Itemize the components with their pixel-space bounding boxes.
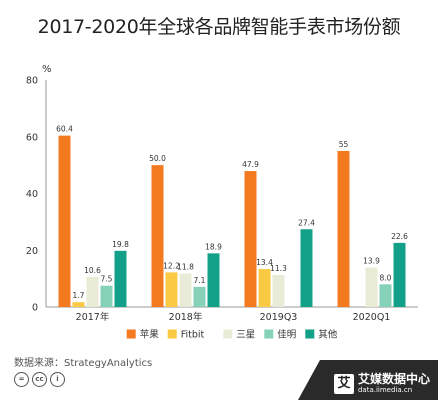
bar-value-label: 55 [339, 140, 349, 149]
license-icons: = cc i [14, 372, 65, 387]
brand-mark-icon: 艾 [333, 374, 354, 394]
y-axis-labels: 0 20 40 60 80 [26, 76, 38, 314]
bar-value-label: 13.4 [256, 258, 273, 267]
y-tick-label: 60 [26, 132, 38, 143]
y-tick-label: 80 [26, 76, 38, 87]
x-tick-label: 2020Q1 [353, 312, 391, 323]
legend: 苹果 Fitbit 三星 佳明 其他 [126, 329, 338, 341]
bar-value-label: 47.9 [242, 160, 259, 169]
bar-value-label: 60.4 [56, 125, 73, 134]
bar-value-label: 50.0 [149, 154, 166, 163]
y-tick-label: 20 [26, 246, 38, 257]
bar [244, 171, 257, 307]
x-tick-label: 2018年 [169, 311, 203, 323]
bar-value-label: 1.7 [73, 291, 85, 300]
y-tick-label: 40 [26, 189, 38, 200]
bar-value-label: 8.0 [380, 273, 392, 282]
bar [165, 272, 178, 307]
bar [193, 286, 206, 307]
bar-value-label: 7.5 [101, 275, 113, 284]
bar [337, 150, 350, 307]
bar [72, 302, 85, 307]
legend-label: 佳明 [277, 329, 296, 341]
value-labels: 60.4 1.7 10.67.5 19.8 50.0 12.211.87.1 18.9 47.… [56, 125, 408, 301]
legend-label: 三星 [236, 330, 255, 341]
cc-person-icon: i [50, 372, 65, 387]
bar [151, 165, 164, 307]
bar-value-label: 11.8 [177, 263, 194, 272]
bar [207, 253, 220, 307]
y-tick-label: 0 [32, 303, 38, 314]
bar [114, 250, 127, 307]
bar-value-label: 19.8 [112, 240, 129, 249]
bar-value-label: 18.9 [205, 242, 222, 251]
legend-swatch [305, 329, 315, 339]
y-axis-unit: % [42, 64, 52, 75]
bar-value-label: 22.6 [391, 232, 408, 241]
bar-value-label: 11.3 [270, 264, 287, 273]
chart-title: 2017-2020年全球各品牌智能手表市场份额 [37, 16, 401, 38]
brand-url: data.iimedia.cn [357, 386, 413, 394]
brand-name: 艾媒数据中心 [357, 372, 430, 386]
bar [300, 229, 313, 307]
bar [258, 268, 271, 307]
legend-swatch [264, 329, 274, 339]
legend-swatch [167, 329, 177, 339]
legend-swatch [223, 329, 233, 339]
bar [100, 285, 113, 307]
bar [58, 135, 71, 307]
legend-label: 苹果 [140, 329, 160, 341]
bar-value-label: 12.2 [163, 261, 180, 270]
bar [272, 274, 285, 307]
legend-label: 其他 [318, 329, 338, 341]
bar [86, 276, 99, 307]
x-tick-label: 2017年 [76, 311, 110, 323]
cc-icon: cc [32, 372, 47, 387]
watermark-logo: 艾 艾媒数据中心 data.iimedia.cn [333, 372, 430, 395]
bar-value-label: 13.9 [363, 257, 380, 266]
legend-label: Fitbit [181, 330, 205, 341]
legend-swatch [126, 329, 136, 339]
bar [393, 242, 406, 307]
bar-value-label: 7.1 [194, 276, 206, 285]
x-axis-labels: 2017年 2018年 2019Q3 2020Q1 [76, 311, 391, 323]
x-tick-label: 2019Q3 [260, 312, 298, 323]
bar [365, 267, 378, 307]
bar-value-label: 27.4 [298, 218, 315, 227]
bar [179, 273, 192, 307]
watermark-band [298, 360, 438, 400]
source-note: 数据来源：StrategyAnalytics [14, 358, 153, 369]
bars [58, 135, 406, 307]
bar-value-label: 10.6 [84, 266, 101, 275]
cc-equal-icon: = [14, 372, 29, 387]
bar [379, 284, 392, 307]
